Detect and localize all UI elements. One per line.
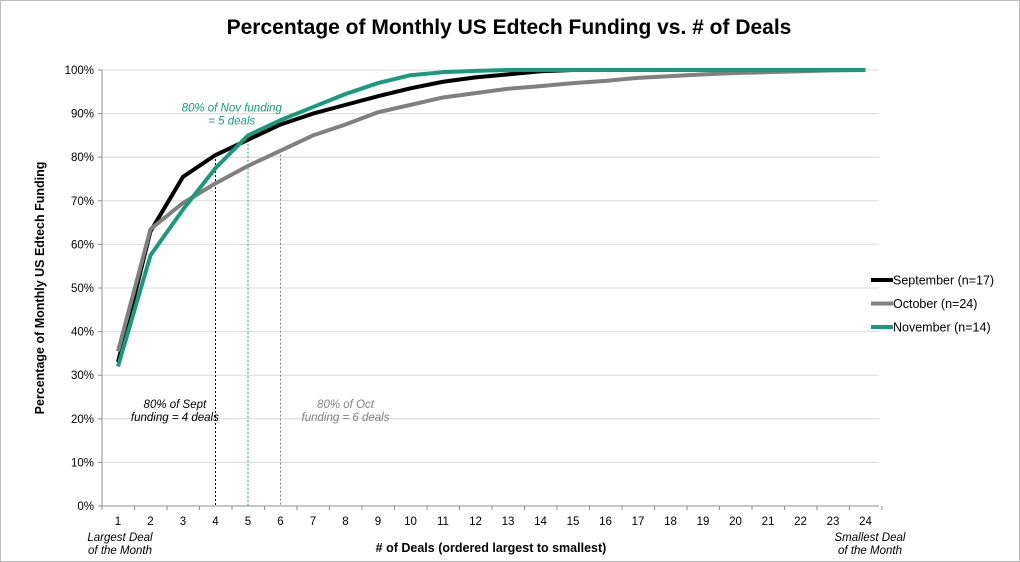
x-tick-label: 6 [277,516,283,528]
x-tick-label: 22 [794,516,807,528]
tick-labels: 0%10%20%30%40%50%60%70%80%90%100%1 2 3 4 5 6 7… [65,65,906,557]
series-line [116,68,866,352]
x-tick-label: 4 [212,516,219,528]
y-tick-label: 100% [65,65,94,77]
annotation-label: 80% of Nov funding [182,102,283,114]
annotation-label: 80% of Sept [144,399,207,411]
annotation-label: = 5 deals [208,115,255,127]
x-tick-label: 12 [469,516,482,528]
x-tick-label: 14 [534,516,547,528]
y-tick-label: 30% [71,370,94,382]
x-tick-label: 3 [180,516,186,528]
y-tick-label: 90% [71,109,94,121]
x-tick-label: 13 [502,516,515,528]
legend-label: November (n=14) [893,321,991,335]
x-tick-label: 19 [697,516,710,528]
y-axis-title: Percentage of Monthly US Edtech Funding [33,162,47,415]
gridlines [102,69,879,463]
x-tick-label: 15 [567,516,580,528]
x-end-label-largest: Largest Deal [87,532,153,544]
x-tick-label: 24 [859,516,872,528]
x-tick-label: 9 [375,516,381,528]
y-tick-label: 50% [71,283,94,295]
x-tick-label: 7 [310,516,316,528]
x-tick-label: 10 [404,516,417,528]
x-tick-label: 8 [342,516,348,528]
legend-label: October (n=24) [893,297,977,311]
x-tick-label: 18 [664,516,677,528]
axes [98,69,883,510]
x-tick-label: 16 [599,516,612,528]
series-lines [116,68,866,368]
x-tick-label: 20 [729,516,742,528]
x-end-label-largest: of the Month [88,545,152,557]
y-tick-label: 60% [71,239,94,251]
x-end-label-smallest: Smallest Deal [835,532,906,544]
annotation-label: 80% of Oct [317,399,375,411]
series-line [116,68,866,368]
x-end-label-smallest: of the Month [838,545,902,557]
y-tick-label: 40% [71,327,94,339]
annotation-label: funding = 6 deals [302,412,390,424]
x-tick-label: 2 [147,516,153,528]
x-tick-label: 1 [115,516,121,528]
x-tick-label: 17 [632,516,645,528]
y-tick-label: 80% [71,152,94,164]
reference-lines [215,139,281,506]
x-tick-label: 11 [437,516,449,528]
x-axis-title: # of Deals (ordered largest to smallest) [376,541,607,555]
y-tick-label: 0% [77,501,94,513]
annotation-label: funding = 4 deals [131,412,219,424]
y-tick-label: 10% [71,457,94,469]
chart-title: Percentage of Monthly US Edtech Funding … [227,16,792,39]
y-tick-label: 20% [71,414,94,426]
legend-label: September (n=17) [893,274,994,288]
y-tick-label: 70% [71,196,94,208]
x-tick-label: 23 [827,516,840,528]
x-tick-label: 21 [762,516,775,528]
x-tick-label: 5 [245,516,251,528]
legend: September (n=17) October (n=24) November (… [871,274,994,335]
